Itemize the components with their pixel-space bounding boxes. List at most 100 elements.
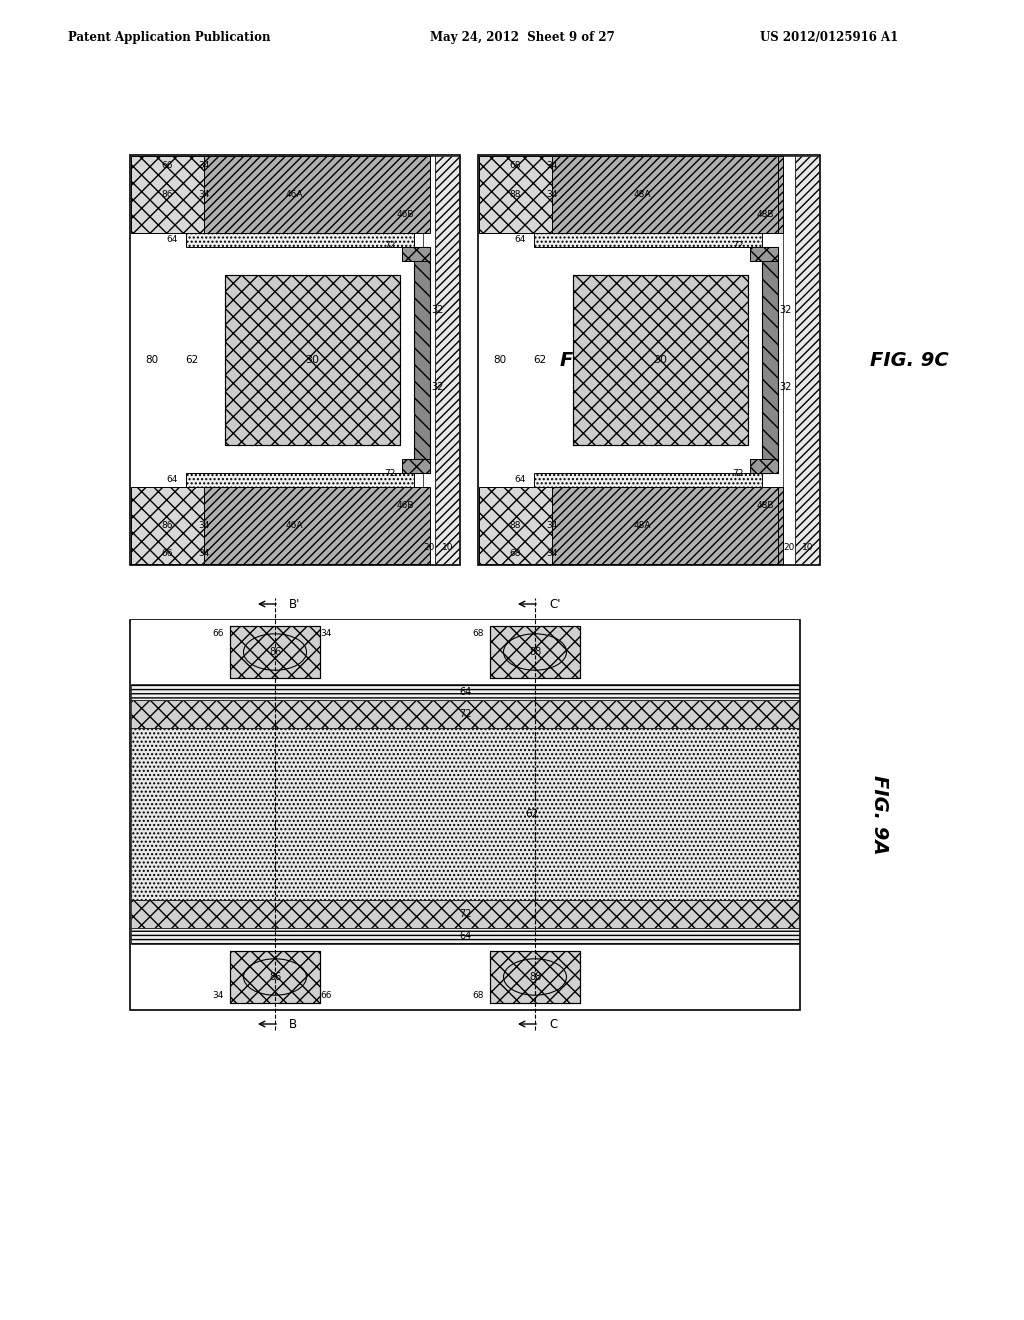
Text: 80: 80 <box>494 355 507 366</box>
Text: 20: 20 <box>423 543 434 552</box>
Bar <box>131 729 799 900</box>
Text: FIG. 9B: FIG. 9B <box>560 351 639 370</box>
Text: 80: 80 <box>145 355 159 366</box>
Bar <box>490 950 580 1003</box>
Text: 68: 68 <box>472 630 483 639</box>
Text: 68: 68 <box>510 549 521 558</box>
Text: 72: 72 <box>459 709 471 719</box>
Text: 30: 30 <box>305 355 319 366</box>
Bar <box>230 950 319 1003</box>
Text: 46B: 46B <box>396 502 414 510</box>
Text: 86: 86 <box>162 190 173 199</box>
Bar <box>230 950 319 1003</box>
Bar <box>762 247 778 473</box>
Text: 34: 34 <box>199 190 210 199</box>
Bar <box>225 275 400 445</box>
Bar <box>783 156 795 564</box>
Bar <box>778 487 783 564</box>
Text: C: C <box>549 1018 557 1031</box>
Text: 64: 64 <box>514 475 525 484</box>
Text: 64: 64 <box>459 686 471 697</box>
Bar <box>131 487 204 564</box>
Bar <box>186 473 414 487</box>
Text: 10: 10 <box>442 543 454 552</box>
Text: 88: 88 <box>528 972 541 982</box>
Bar <box>130 154 460 565</box>
Text: 34: 34 <box>199 161 210 169</box>
Text: 88: 88 <box>528 647 541 657</box>
Text: 72: 72 <box>732 470 743 479</box>
Bar <box>230 626 319 678</box>
Bar <box>778 156 783 234</box>
Text: 34: 34 <box>199 549 210 558</box>
Text: 48B: 48B <box>757 210 774 219</box>
Text: 72: 72 <box>459 909 471 919</box>
Text: 34: 34 <box>547 521 558 531</box>
Text: FIG. 9A: FIG. 9A <box>870 775 889 855</box>
Text: 68: 68 <box>472 991 483 1001</box>
Text: 34: 34 <box>547 549 558 558</box>
Bar <box>204 156 430 234</box>
Text: 88: 88 <box>510 190 521 199</box>
Text: 64: 64 <box>459 931 471 941</box>
Bar <box>435 156 459 564</box>
Bar <box>186 234 414 247</box>
Bar <box>414 247 430 473</box>
Text: 32: 32 <box>432 381 444 392</box>
Text: 86: 86 <box>162 521 173 531</box>
Text: 46A: 46A <box>286 521 303 531</box>
Bar <box>131 620 799 684</box>
Bar <box>225 275 400 445</box>
Text: 86: 86 <box>269 647 282 657</box>
Bar <box>131 156 204 234</box>
Text: 66: 66 <box>162 549 173 558</box>
Text: 72: 72 <box>384 470 395 479</box>
Text: 86: 86 <box>269 972 282 982</box>
Bar <box>402 247 430 261</box>
Text: 66: 66 <box>162 161 173 169</box>
Bar <box>534 473 762 487</box>
Bar <box>534 234 762 247</box>
Text: 34: 34 <box>321 630 332 639</box>
Text: US 2012/0125916 A1: US 2012/0125916 A1 <box>760 30 898 44</box>
Text: 34: 34 <box>212 991 223 1001</box>
Bar <box>131 700 799 729</box>
Bar <box>573 275 748 445</box>
Bar <box>131 944 799 1008</box>
Bar <box>750 459 778 473</box>
Text: 62: 62 <box>534 355 547 366</box>
Text: C': C' <box>549 598 560 610</box>
Text: 46A: 46A <box>286 190 303 199</box>
Text: 72: 72 <box>732 242 743 251</box>
Text: 88: 88 <box>510 521 521 531</box>
Bar <box>552 487 778 564</box>
Text: 30: 30 <box>653 355 668 366</box>
Bar <box>478 154 820 565</box>
Text: 66: 66 <box>321 991 332 1001</box>
Bar <box>204 487 430 564</box>
Bar <box>402 459 430 473</box>
Bar <box>423 156 435 564</box>
Text: 62: 62 <box>185 355 199 366</box>
Bar <box>750 247 778 261</box>
Text: 32: 32 <box>432 305 444 315</box>
Bar <box>130 620 800 1010</box>
Text: 72: 72 <box>384 242 395 251</box>
Text: B: B <box>289 1018 297 1031</box>
Bar <box>490 950 580 1003</box>
Bar <box>479 487 552 564</box>
Bar <box>230 626 319 678</box>
Text: 66: 66 <box>212 630 224 639</box>
Text: 46B: 46B <box>396 210 414 219</box>
Text: B': B' <box>289 598 300 610</box>
Bar <box>479 156 552 234</box>
Text: 32: 32 <box>780 381 793 392</box>
Text: 48A: 48A <box>634 521 651 531</box>
Text: May 24, 2012  Sheet 9 of 27: May 24, 2012 Sheet 9 of 27 <box>430 30 614 44</box>
Text: 64: 64 <box>166 475 178 484</box>
Text: 32: 32 <box>780 305 793 315</box>
Text: 34: 34 <box>199 521 210 531</box>
Text: 48A: 48A <box>634 190 651 199</box>
Text: FIG. 9C: FIG. 9C <box>870 351 948 370</box>
Bar <box>490 626 580 678</box>
